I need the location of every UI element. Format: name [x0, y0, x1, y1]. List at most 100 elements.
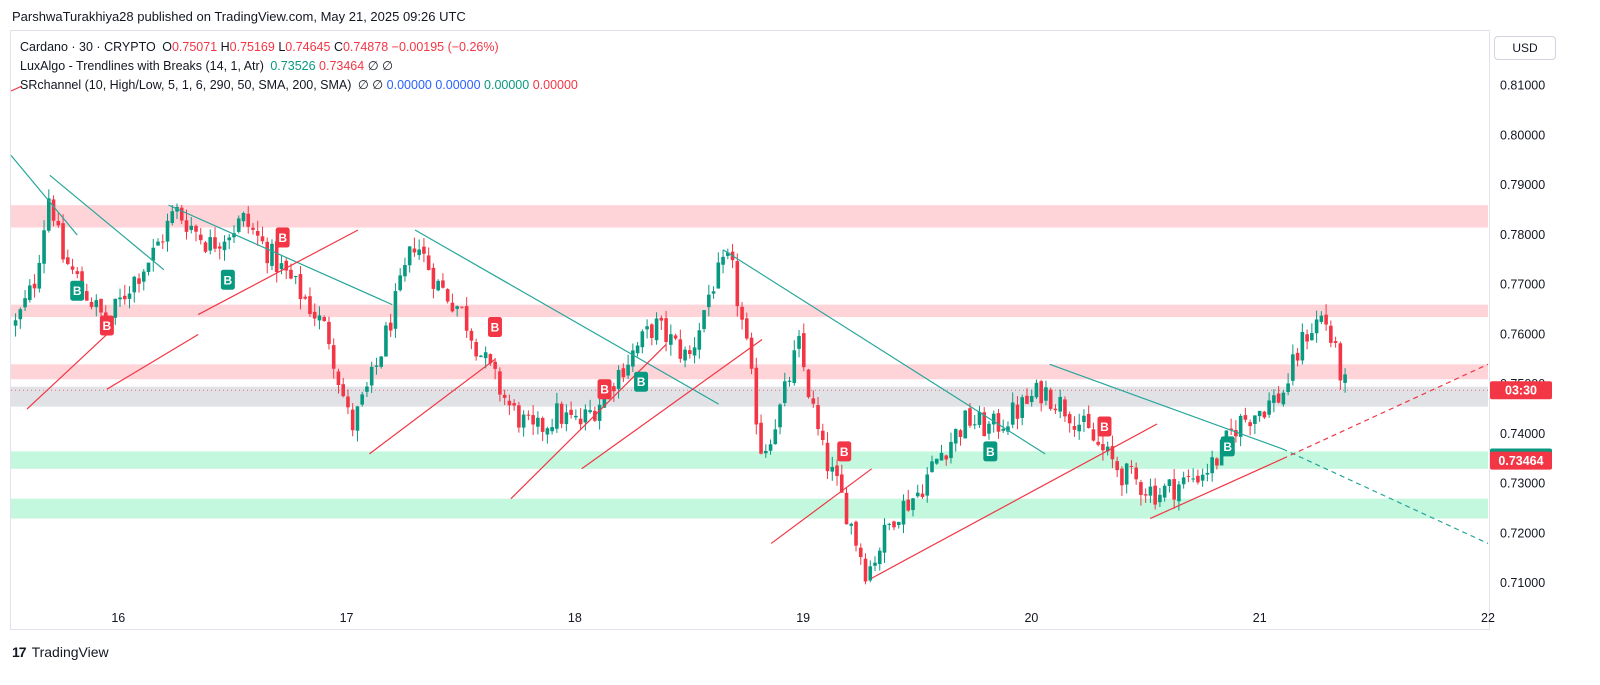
candle-body [972, 424, 977, 426]
candle-body [417, 249, 421, 256]
candle-body [1329, 325, 1333, 343]
candle-body [502, 394, 507, 398]
candle-body [773, 429, 778, 445]
candle-body [1333, 341, 1338, 343]
candle-body [403, 265, 407, 277]
time-axis: 16 17 18 19 20 21 22 [111, 611, 1495, 625]
candle-body [32, 283, 37, 289]
candle-body [179, 207, 184, 221]
legend-close-label: C [333, 40, 343, 54]
break-label-text: B [73, 284, 82, 298]
candle-body [887, 523, 892, 525]
time-axis-label: 22 [1481, 611, 1495, 625]
legend-indicator-luxalgo[interactable]: LuxAlgo - Trendlines with Breaks (14, 1,… [20, 57, 578, 76]
trendline-down [722, 249, 1046, 455]
candle-body [236, 218, 241, 232]
tradingview-logo[interactable]: 17 TradingView [12, 644, 109, 660]
legend-symbol: Cardano · 30 · CRYPTO [20, 40, 156, 54]
candle-body [745, 318, 749, 339]
break-label-badge [1220, 436, 1235, 457]
candle-body [925, 474, 930, 496]
candle-body [56, 220, 61, 226]
legend-indicator-srchannel[interactable]: SRchannel (10, High/Low, 5, 1, 6, 290, 5… [20, 76, 578, 95]
candle-body [787, 380, 792, 382]
candle-body [127, 293, 132, 299]
candle-body [877, 550, 882, 565]
candle-body [1319, 315, 1324, 322]
candle-body [412, 248, 417, 253]
candle-body [431, 267, 436, 289]
candle-body [526, 414, 531, 416]
candle-body [797, 335, 801, 349]
chart-legend: Cardano · 30 · CRYPTO O0.75071 H0.75169 … [20, 38, 578, 95]
candle-body [664, 318, 668, 342]
candle-body [1139, 482, 1143, 495]
candle-body [479, 355, 483, 357]
candle-body [1129, 465, 1134, 467]
candle-body [1039, 381, 1044, 404]
candle-body [944, 455, 949, 460]
candle-body [156, 241, 160, 246]
candle-body [1034, 382, 1039, 398]
candle-body [574, 415, 578, 418]
break-label-text: B [278, 231, 287, 245]
candle-body [953, 429, 958, 444]
candle-body [1044, 387, 1048, 401]
candle-body [13, 320, 18, 326]
currency-button[interactable]: USD [1494, 36, 1556, 60]
candle-body [882, 524, 887, 553]
trendline-down [10, 154, 78, 236]
candle-body [602, 393, 607, 408]
candle-body [578, 418, 583, 425]
time-axis-label: 16 [111, 611, 125, 625]
candle-body [1257, 410, 1262, 417]
price-chart[interactable]: B B B B B B B B B B B 0.81000 0.80000 0.79000 0.78000… [0, 0, 1600, 640]
candle-body [488, 354, 493, 364]
candle-body [517, 405, 521, 428]
legend-low-label: L [278, 40, 286, 54]
candle-body [1224, 430, 1229, 441]
candle-body [1058, 396, 1062, 412]
indicator-luxalgo-hidden-icons[interactable]: ∅ ∅ [367, 59, 393, 73]
candle-body [692, 347, 697, 356]
candle-body [820, 430, 825, 441]
price-axis-label: 0.79000 [1500, 178, 1545, 192]
candle-body [906, 499, 911, 511]
trendline-down [49, 174, 165, 271]
candle-body [1238, 415, 1243, 437]
candle-body [792, 350, 797, 384]
candle-body [640, 331, 645, 348]
candle-body [782, 381, 787, 403]
candle-body [1010, 402, 1015, 425]
candle-body [754, 367, 759, 425]
candle-body [37, 262, 42, 289]
price-axis-label: 0.78000 [1500, 228, 1545, 242]
indicator-srchannel-value-4: 0.00000 [532, 78, 578, 92]
indicator-srchannel-hidden-icons[interactable]: ∅ ∅ [357, 78, 384, 92]
break-label-text: B [103, 319, 112, 333]
indicator-luxalgo-value-down: 0.73464 [319, 59, 365, 73]
time-axis-label: 20 [1024, 611, 1038, 625]
candle-body [559, 403, 564, 424]
candle-body [863, 558, 868, 582]
candle-body [901, 500, 906, 525]
candle-body [312, 311, 317, 319]
candles [13, 189, 1347, 585]
break-label-badge [99, 315, 114, 336]
break-label-text: B [491, 321, 500, 335]
candle-body [70, 266, 75, 270]
candle-body [564, 412, 569, 424]
candle-body [830, 466, 835, 472]
candle-body [94, 300, 99, 308]
break-label-text: B [1223, 440, 1232, 454]
candle-body [208, 237, 213, 251]
candle-body [1186, 475, 1191, 477]
candle-body [84, 291, 89, 301]
candle-body [873, 562, 877, 566]
chart-panel[interactable] [10, 30, 1490, 630]
candle-body [455, 306, 459, 309]
candle-body [740, 306, 744, 320]
candle-body [716, 262, 721, 289]
candle-body [1172, 479, 1176, 500]
